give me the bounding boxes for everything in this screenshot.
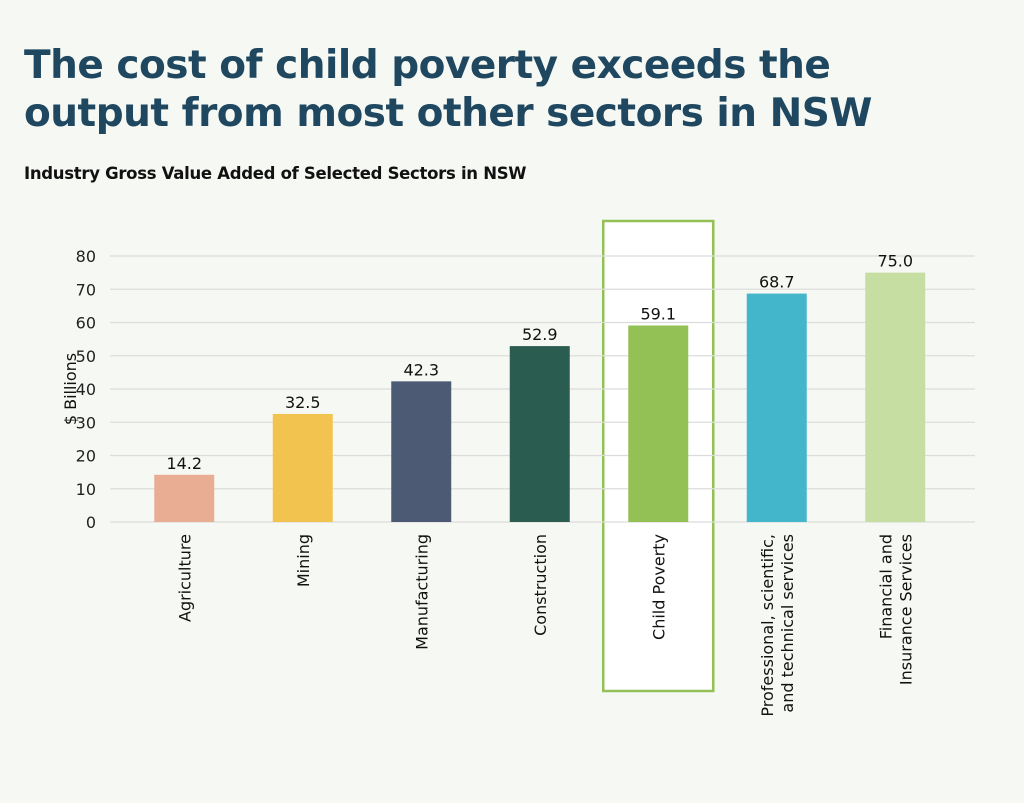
y-tick-label: 80 <box>76 247 96 266</box>
x-tick-label: Professional, scientific, <box>758 534 777 717</box>
y-axis-title: $ Billions <box>61 353 80 425</box>
x-tick-label: and technical services <box>778 534 797 713</box>
y-tick-label: 60 <box>76 314 96 333</box>
x-tick-label: Insurance Services <box>896 534 915 685</box>
x-tick-label: Mining <box>294 534 313 587</box>
y-tick-label: 40 <box>76 380 96 399</box>
x-tick-label: Agriculture <box>175 534 194 622</box>
bar <box>746 293 807 522</box>
x-tick-label: Child Poverty <box>649 534 668 640</box>
data-label: 14.2 <box>166 454 202 473</box>
bar <box>509 346 570 522</box>
bar <box>154 474 215 522</box>
data-label: 32.5 <box>285 393 321 412</box>
data-label: 75.0 <box>877 252 913 271</box>
bar <box>272 413 333 522</box>
bar <box>628 325 689 522</box>
y-tick-label: 10 <box>76 480 96 499</box>
data-label: 52.9 <box>522 325 558 344</box>
x-tick-label: Financial and <box>876 534 895 639</box>
data-label: 68.7 <box>759 273 795 292</box>
bar <box>865 272 926 522</box>
y-tick-label: 0 <box>86 513 96 532</box>
data-label: 59.1 <box>640 304 676 323</box>
y-tick-label: 50 <box>76 347 96 366</box>
data-label: 42.3 <box>403 360 439 379</box>
y-tick-label: 30 <box>76 413 96 432</box>
chart-subtitle: Industry Gross Value Added of Selected S… <box>24 164 527 183</box>
y-tick-label: 20 <box>76 447 96 466</box>
x-tick-label: Construction <box>531 534 550 636</box>
bar <box>391 381 452 522</box>
chart-title: The cost of child poverty exceeds the ou… <box>24 43 872 136</box>
x-tick-label: Manufacturing <box>412 534 431 650</box>
y-tick-label: 70 <box>76 280 96 299</box>
